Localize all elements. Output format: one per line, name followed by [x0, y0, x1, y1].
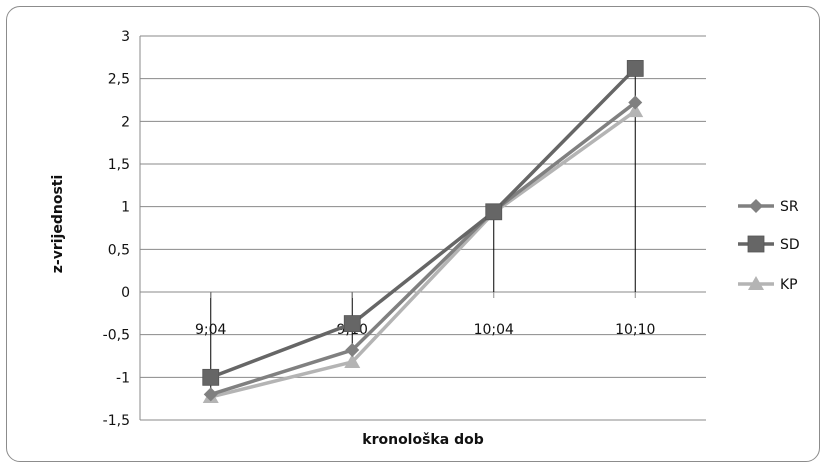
- x-tick-label: 10;10: [615, 322, 655, 338]
- y-tick-label: 3: [121, 29, 130, 45]
- data-point-sd: [626, 60, 644, 77]
- y-tick-label: 1: [121, 200, 130, 216]
- legend-label-sr: SR: [780, 199, 799, 215]
- y-tick-label: 1,5: [108, 157, 130, 173]
- y-tick-label: -1,5: [103, 413, 130, 429]
- y-tick-label: 0: [121, 285, 130, 301]
- data-point-sr: [203, 387, 218, 402]
- series-line-sd: [210, 67, 637, 379]
- legend-label-kp: KP: [780, 277, 798, 293]
- x-axis-title: kronološka dob: [362, 432, 483, 448]
- legend-marker-kp: [748, 276, 764, 290]
- data-point-kp: [627, 103, 644, 118]
- y-tick-label: -0,5: [103, 328, 130, 344]
- data-point-kp: [344, 353, 361, 368]
- legend-marker-sr: [749, 199, 763, 213]
- data-point-sd: [343, 315, 361, 332]
- series-line-sr: [210, 101, 637, 397]
- y-axis-title: z-vrijednosti: [50, 175, 66, 274]
- data-point-sr: [345, 343, 360, 358]
- data-point-sd: [485, 203, 503, 221]
- series-line-kp: [210, 109, 637, 399]
- legend-label-sd: SD: [780, 237, 800, 253]
- data-point-sr: [628, 95, 643, 110]
- legend-marker-sd: [747, 235, 765, 253]
- y-tick-label: -1: [116, 370, 130, 386]
- chart-area: [6, 6, 820, 462]
- data-point-sd: [202, 368, 220, 386]
- y-tick-label: 2,5: [108, 72, 130, 88]
- y-tick-label: 0,5: [108, 242, 130, 258]
- x-tick-label: 10;04: [474, 322, 514, 338]
- y-tick-label: 2: [121, 114, 130, 130]
- x-tick-label: 9;04: [195, 322, 227, 338]
